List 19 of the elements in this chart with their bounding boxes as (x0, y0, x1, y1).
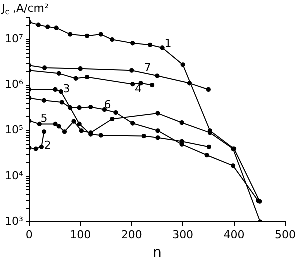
x-axis-title: n (153, 245, 162, 262)
annotation: 4 (135, 82, 142, 96)
annotation: 2 (44, 139, 52, 152)
annotation: 1 (164, 37, 172, 50)
annotation: 3 (63, 82, 70, 96)
annotation: 7 (144, 62, 152, 75)
y-tick-label: 10⁷ (4, 32, 24, 46)
x-tick-label: 100 (70, 228, 92, 242)
x-tick-label: 200 (121, 228, 142, 242)
y-tick-label: 10⁴ (4, 169, 24, 182)
x-tick-label: 500 (275, 228, 296, 242)
y-tick-label: 10⁵ (4, 124, 24, 137)
y-tick-label: 10³ (4, 214, 24, 228)
x-tick-label: 400 (224, 228, 245, 242)
annotation: 6 (104, 98, 112, 112)
x-tick-label: 0 (26, 228, 33, 242)
annotation: 5 (40, 112, 48, 126)
x-tick-label: 300 (172, 228, 194, 242)
y-tick-label: 10⁶ (4, 78, 24, 92)
